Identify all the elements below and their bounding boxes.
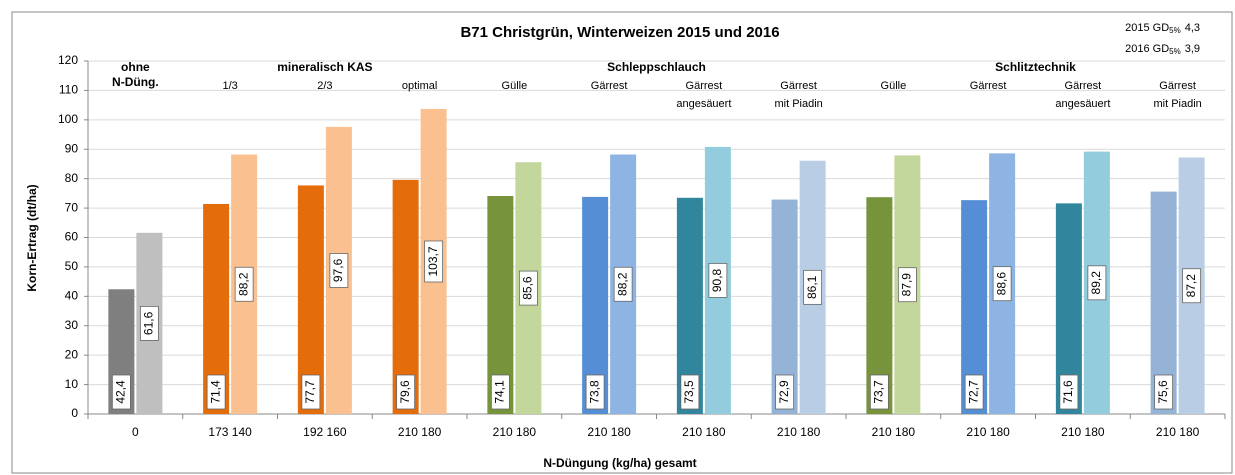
value-label-box — [424, 240, 444, 283]
value-label-box — [897, 267, 917, 303]
x-tick-label: 210 180 — [398, 425, 442, 439]
annotation: 2015 GD5% 4,3 — [1125, 22, 1200, 35]
sublabel: Gärrest — [591, 80, 628, 92]
sublabel: mit Piadin — [774, 98, 822, 110]
group-label: ohne — [121, 60, 150, 74]
value-label-box — [1154, 374, 1174, 410]
y-tick-label: 110 — [59, 83, 78, 97]
x-tick-label: 210 180 — [777, 425, 821, 439]
value-label-box — [518, 270, 538, 306]
y-tick-label: 20 — [65, 347, 79, 361]
value-label-box — [775, 374, 795, 410]
value-label: 79,6 — [398, 380, 412, 404]
value-label: 73,8 — [587, 380, 601, 404]
group-label: Schleppschlauch — [607, 60, 706, 74]
value-label: 71,4 — [208, 380, 222, 404]
x-axis-label: N-Düngung (kg/ha) gesamt — [543, 456, 696, 470]
value-label: 75,6 — [1156, 380, 1170, 404]
y-tick-label: 50 — [65, 259, 79, 273]
sublabel: Gärrest — [686, 80, 723, 92]
value-label: 87,9 — [900, 273, 914, 297]
value-label: 88,2 — [236, 272, 250, 296]
value-label: 90,8 — [710, 268, 724, 292]
y-tick-label: 40 — [65, 289, 79, 303]
y-tick-label: 0 — [71, 406, 78, 420]
value-label-box — [869, 374, 889, 410]
y-tick-label: 120 — [58, 53, 78, 67]
y-tick-label: 70 — [65, 200, 79, 214]
value-label: 88,6 — [994, 272, 1008, 296]
y-tick-label: 100 — [58, 112, 78, 126]
x-tick-label: 210 180 — [587, 425, 631, 439]
value-label-box — [1182, 268, 1202, 304]
value-label-box — [111, 374, 131, 410]
sublabel: 1/3 — [222, 80, 237, 92]
chart-title: B71 Christgrün, Winterweizen 2015 und 20… — [460, 24, 779, 41]
value-label-box — [964, 374, 984, 410]
sublabel: optimal — [402, 80, 437, 92]
value-label: 74,1 — [493, 380, 507, 404]
value-label: 72,7 — [966, 380, 980, 404]
value-label: 97,6 — [331, 258, 345, 282]
y-axis-label: Korn-Ertrag (dt/ha) — [25, 184, 39, 291]
sublabel: mit Piadin — [1153, 98, 1201, 110]
value-label-box — [234, 266, 254, 302]
y-tick-label: 80 — [65, 171, 79, 185]
x-tick-label: 192 160 — [303, 425, 347, 439]
value-label-box — [139, 305, 159, 341]
value-label: 89,2 — [1089, 271, 1103, 295]
value-label: 85,6 — [521, 276, 535, 300]
sublabel: Gärrest — [780, 80, 817, 92]
sublabel: Gärrest — [1159, 80, 1196, 92]
y-tick-label: 30 — [65, 318, 79, 332]
value-label-box — [992, 266, 1012, 302]
sublabel: angesäuert — [676, 98, 731, 110]
value-label: 86,1 — [805, 275, 819, 299]
value-label: 103,7 — [426, 246, 440, 276]
value-label-box — [585, 374, 605, 410]
x-tick-label: 210 180 — [966, 425, 1010, 439]
value-label-box — [1087, 265, 1107, 301]
group-label: N-Düng. — [112, 75, 159, 89]
value-label-box — [708, 263, 728, 298]
value-label-box — [1059, 374, 1079, 410]
value-label: 42,4 — [114, 380, 128, 404]
sublabel: Gärrest — [1065, 80, 1102, 92]
value-label: 72,9 — [777, 380, 791, 404]
value-label: 73,7 — [872, 380, 886, 404]
x-tick-label: 210 180 — [1061, 425, 1105, 439]
y-tick-label: 90 — [65, 141, 79, 155]
value-label: 73,5 — [682, 380, 696, 404]
x-tick-label: 210 180 — [872, 425, 916, 439]
x-tick-label: 0 — [132, 425, 139, 439]
x-tick-label: 210 180 — [1156, 425, 1200, 439]
sublabel: 2/3 — [317, 80, 332, 92]
value-label-box — [613, 266, 633, 302]
annotation: 2016 GD5% 3,9 — [1125, 43, 1200, 56]
x-tick-label: 210 180 — [493, 425, 537, 439]
x-tick-label: 173 140 — [208, 425, 252, 439]
value-label-box — [206, 374, 226, 410]
value-label-box — [396, 374, 416, 410]
value-label-box — [329, 253, 349, 288]
value-label: 71,6 — [1061, 380, 1075, 404]
value-label-box — [680, 374, 700, 410]
value-label: 87,2 — [1184, 274, 1198, 298]
y-tick-label: 60 — [65, 230, 79, 244]
sublabel: Gülle — [502, 80, 528, 92]
value-label: 61,6 — [142, 311, 156, 335]
value-label-box — [301, 374, 321, 410]
y-tick-label: 10 — [65, 377, 79, 391]
sublabel: Gärrest — [970, 80, 1007, 92]
x-tick-label: 210 180 — [682, 425, 726, 439]
value-label-box — [803, 269, 823, 305]
group-label: mineralisch KAS — [277, 60, 372, 74]
group-label: Schlitztechnik — [995, 60, 1076, 74]
value-label: 88,2 — [615, 272, 629, 296]
sublabel: angesäuert — [1055, 98, 1110, 110]
value-label-box — [490, 374, 510, 410]
value-label: 77,7 — [303, 380, 317, 404]
sublabel: Gülle — [881, 80, 907, 92]
